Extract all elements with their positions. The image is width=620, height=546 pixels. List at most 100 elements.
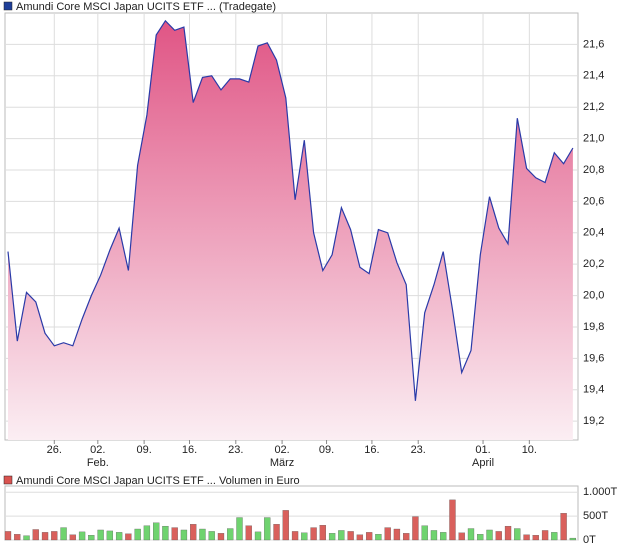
volume-bar [227, 528, 234, 541]
volume-bar [97, 529, 104, 541]
x-tick-label: 10. [522, 444, 537, 456]
volume-bar [365, 532, 373, 541]
volume-bar [88, 535, 95, 541]
volume-bar [301, 532, 308, 541]
volume-bar [106, 530, 114, 541]
legend-label: Amundi Core MSCI Japan UCITS ETF ... Vol… [16, 475, 300, 487]
x-tick-label: 23. [411, 444, 426, 456]
x-tick-label: 09. [136, 444, 151, 456]
x-tick-label: 01. [475, 444, 490, 456]
x-tick-label: 26. [47, 444, 62, 456]
volume-bar [78, 531, 86, 541]
volume-bar [32, 529, 39, 541]
volume-bar [310, 527, 317, 541]
volume-bar [143, 525, 151, 541]
y-tick-label: 20,8 [583, 164, 604, 176]
volume-bar [23, 535, 30, 541]
volume-bar [291, 531, 299, 541]
x-tick-label: 16. [182, 444, 197, 456]
volume-bar [236, 517, 243, 541]
volume-bar [282, 510, 289, 541]
volume-bar [421, 525, 428, 541]
x-tick-label: 16. [364, 444, 379, 456]
volume-bar [14, 534, 21, 541]
volume-bar [190, 524, 197, 541]
x-tick-label: 02. [90, 444, 105, 456]
legend-label: Amundi Core MSCI Japan UCITS ETF ... (Tr… [16, 1, 276, 13]
volume-bar [440, 532, 447, 541]
volume-bar [273, 524, 280, 541]
y-tick-label: 500T [583, 510, 608, 522]
y-tick-label: 19,8 [583, 321, 604, 333]
volume-bar [319, 525, 326, 541]
area-fill [8, 20, 573, 441]
volume-bar [347, 531, 354, 541]
volume-bar [541, 530, 549, 541]
volume-bar [328, 533, 336, 541]
y-tick-label: 19,2 [583, 415, 604, 427]
x-tick-label: 23. [228, 444, 243, 456]
volume-bar [60, 527, 67, 541]
volume-bar [153, 522, 160, 541]
y-tick-label: 21,0 [583, 132, 604, 144]
volume-bar [208, 531, 215, 541]
volume-bar [245, 525, 252, 541]
volume-bar [4, 531, 12, 541]
month-label: März [270, 457, 294, 469]
volume-bar [560, 513, 567, 541]
volume-bar [356, 534, 364, 541]
volume-bar [384, 527, 391, 541]
x-tick-label: 02. [274, 444, 289, 456]
y-tick-label: 21,2 [583, 101, 604, 113]
volume-bar [467, 528, 475, 541]
volume-bar [199, 528, 206, 541]
y-tick-label: 21,6 [583, 38, 604, 50]
volume-bar [180, 529, 188, 541]
x-tick-label: 09. [319, 444, 334, 456]
y-tick-label: 19,6 [583, 352, 604, 364]
volume-bar [569, 537, 577, 541]
volume-bar [217, 533, 225, 541]
volume-bar [254, 531, 262, 541]
volume-bar [69, 534, 76, 541]
legend-swatch [3, 1, 13, 11]
volume-bar [41, 532, 49, 541]
volume-bar [171, 527, 178, 541]
volume-bar [393, 528, 401, 541]
volume-bar [115, 532, 123, 541]
legend-swatch [3, 475, 13, 485]
price-line [7, 19, 574, 401]
volume-bar [51, 531, 58, 541]
volume-bar [338, 530, 345, 541]
volume-bar [134, 528, 141, 541]
y-tick-label: 20,2 [583, 258, 604, 270]
volume-bar [162, 525, 169, 541]
volume-bar [551, 532, 558, 541]
volume-bar [375, 534, 382, 541]
volume-bar [532, 535, 539, 541]
volume-bar [412, 516, 419, 541]
volume-bar [458, 532, 465, 541]
y-tick-label: 20,0 [583, 289, 604, 301]
y-tick-label: 0T [583, 534, 596, 546]
volume-bar [403, 533, 410, 541]
volume-bar [523, 534, 530, 541]
y-tick-label: 20,6 [583, 195, 604, 207]
volume-bar [514, 528, 521, 541]
month-label: April [472, 457, 494, 469]
volume-bar [504, 525, 512, 541]
volume-bar [477, 534, 484, 541]
y-tick-label: 19,4 [583, 384, 604, 396]
y-tick-label: 21,4 [583, 70, 604, 82]
volume-bar [430, 530, 438, 541]
volume-bar [264, 517, 271, 541]
volume-bar [495, 531, 502, 541]
month-label: Feb. [87, 457, 109, 469]
volume-bar [449, 499, 456, 541]
y-tick-label: 1.000T [583, 486, 618, 498]
volume-bar [125, 533, 132, 541]
y-tick-label: 20,4 [583, 227, 604, 239]
volume-bar [486, 529, 493, 541]
